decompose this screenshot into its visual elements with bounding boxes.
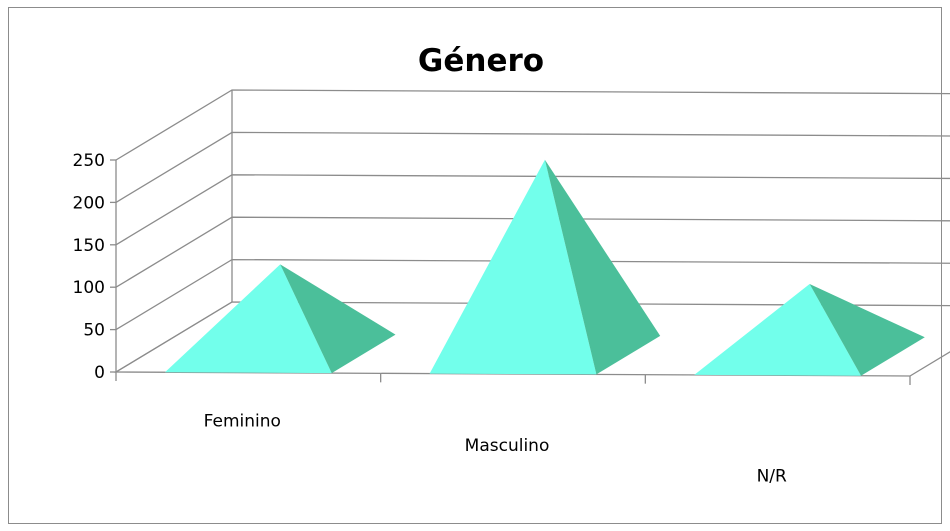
pyramid-side-face-masculino xyxy=(544,159,661,375)
axes xyxy=(110,90,950,385)
y-tick-label: 0 xyxy=(94,363,105,383)
chart-title: Género xyxy=(418,43,544,79)
pyramid-front-face-feminino xyxy=(165,264,332,374)
category-label-feminino: Feminino xyxy=(204,412,281,432)
pyramid-front-face-masculino xyxy=(429,159,597,375)
floor-outline xyxy=(113,301,950,377)
category-label-masculino: Masculino xyxy=(465,436,550,456)
y-tick-label: 200 xyxy=(73,193,105,213)
pyramid-front-face-nr xyxy=(694,284,861,376)
y-tick-label: 150 xyxy=(73,236,105,256)
pyramid-side-face-nr xyxy=(809,284,925,376)
pyramid-side-face-feminino xyxy=(280,264,396,374)
pyramid-bars xyxy=(165,159,925,376)
gridline xyxy=(115,89,950,161)
y-tick-label: 100 xyxy=(73,278,105,298)
y-tick-label: 50 xyxy=(83,321,105,341)
category-label-nr: N/R xyxy=(757,466,787,486)
y-tick-label: 250 xyxy=(73,151,105,171)
